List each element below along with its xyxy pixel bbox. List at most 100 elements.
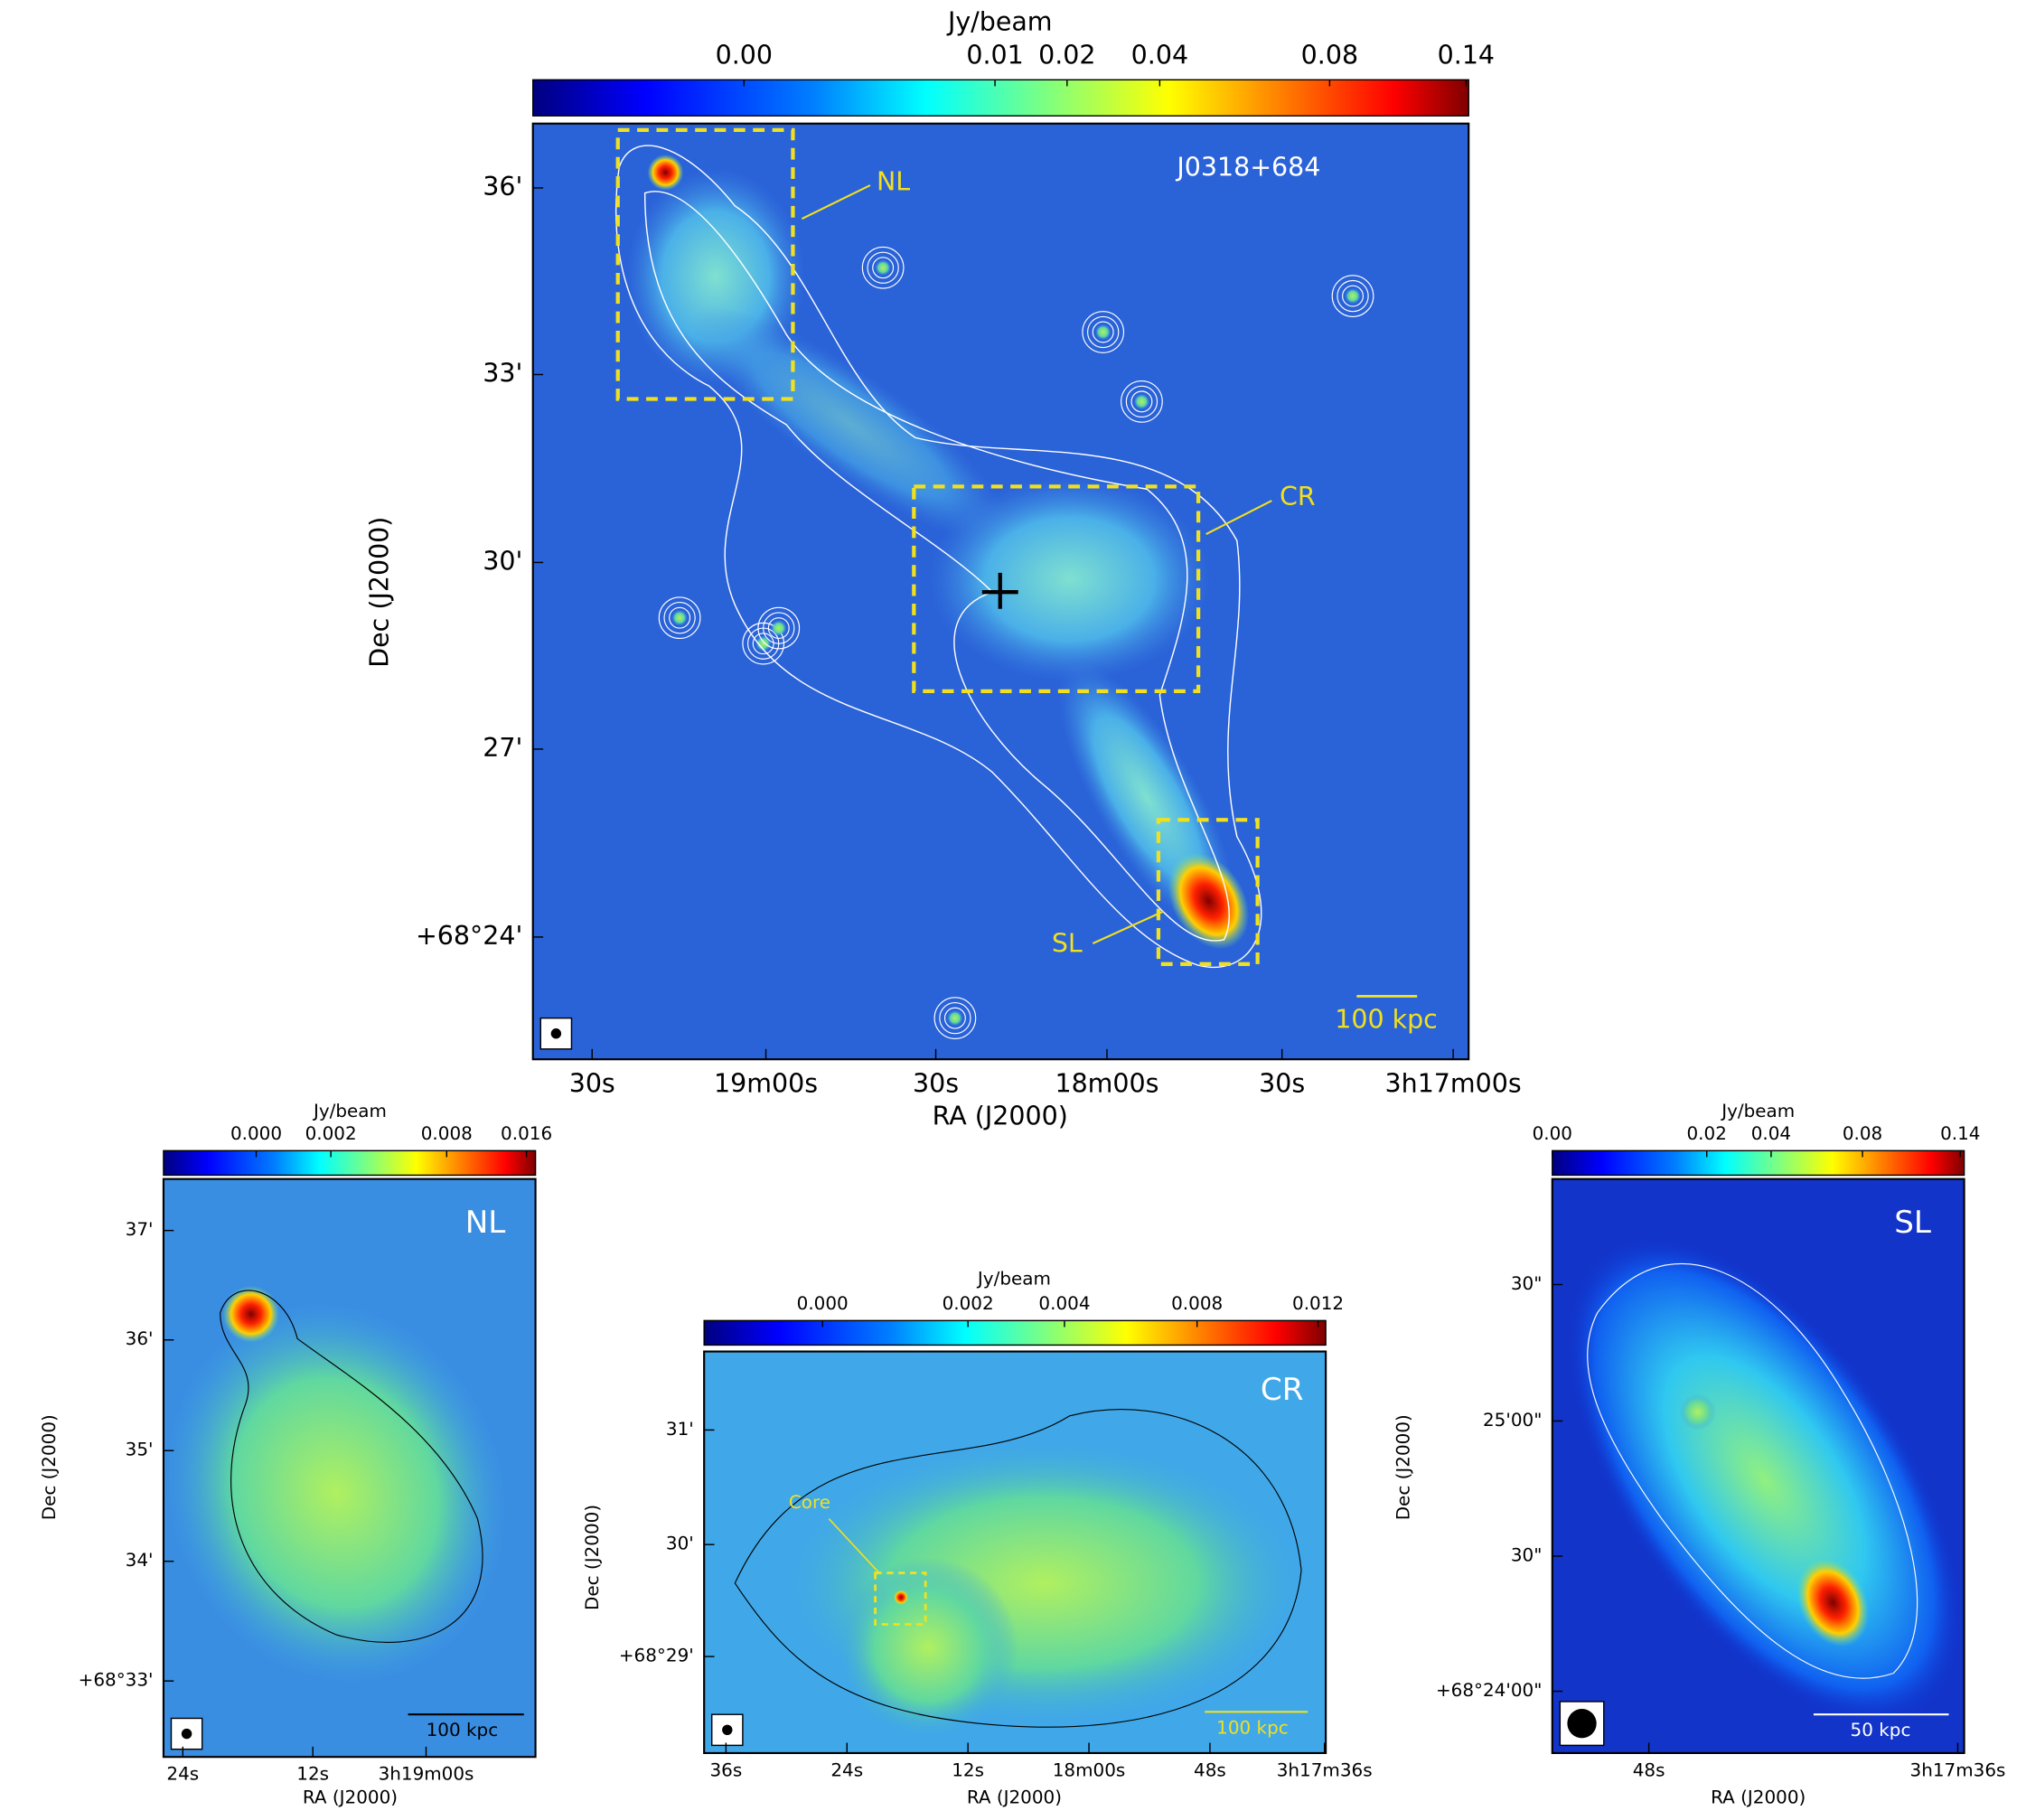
contour bbox=[643, 191, 1230, 942]
y-tick-label: 35' bbox=[126, 1439, 154, 1460]
bridge bbox=[689, 305, 1012, 544]
colorbar-label: Jy/beam bbox=[946, 7, 1053, 37]
colorbar-tick-label: 0.14 bbox=[1940, 1122, 1980, 1144]
x-tick-label: 36s bbox=[709, 1759, 742, 1780]
y-tick-label: 30" bbox=[1511, 1272, 1543, 1294]
image bbox=[163, 1178, 536, 1758]
beam bbox=[181, 1728, 192, 1740]
x-tick-label: 3h17m36s bbox=[1910, 1759, 2006, 1780]
annotation: SL bbox=[1052, 928, 1083, 958]
hotspot bbox=[1679, 1393, 1716, 1431]
image bbox=[532, 123, 1469, 1060]
hotspot bbox=[647, 154, 684, 191]
y-tick-label: +68°29' bbox=[619, 1645, 694, 1666]
core bbox=[893, 1590, 909, 1606]
x-axis-label: RA (J2000) bbox=[967, 1786, 1062, 1807]
contour bbox=[1331, 275, 1374, 317]
beam bbox=[722, 1724, 733, 1735]
contour bbox=[669, 606, 691, 629]
box-nl bbox=[615, 127, 795, 401]
contour bbox=[752, 633, 774, 655]
frame bbox=[531, 122, 1470, 1061]
leader bbox=[801, 184, 871, 220]
y-tick-label: 34' bbox=[126, 1549, 154, 1571]
point-source bbox=[875, 259, 891, 276]
annotation: CR bbox=[1280, 482, 1316, 511]
image bbox=[1552, 1178, 1965, 1753]
colorbar-tick-label: 0.08 bbox=[1301, 41, 1358, 70]
lobe bbox=[165, 1302, 507, 1684]
y-tick-label: 36' bbox=[126, 1327, 154, 1349]
point-source bbox=[1133, 393, 1149, 409]
contour bbox=[763, 612, 795, 644]
hotspot bbox=[222, 1285, 280, 1343]
colorbar bbox=[703, 1319, 1327, 1346]
contour bbox=[1342, 285, 1364, 307]
x-tick-label: 18m00s bbox=[1055, 1069, 1158, 1099]
colorbar bbox=[1552, 1149, 1965, 1177]
y-tick-label: +68°24'00" bbox=[1436, 1679, 1542, 1701]
x-tick-label: 24s bbox=[830, 1759, 863, 1780]
x-tick-label: 24s bbox=[166, 1763, 199, 1785]
panel-title: NL bbox=[465, 1205, 506, 1241]
point-source bbox=[1095, 324, 1111, 341]
lobe bbox=[838, 1557, 1018, 1738]
x-tick-label: 18m00s bbox=[1053, 1759, 1126, 1780]
frame bbox=[1551, 1177, 1965, 1755]
colorbar-tick-label: 0.04 bbox=[1131, 41, 1188, 70]
y-tick-label: +68°33' bbox=[79, 1669, 154, 1691]
x-tick-label: 30s bbox=[913, 1069, 959, 1099]
point-source bbox=[671, 610, 688, 626]
contour bbox=[1082, 311, 1125, 353]
panel: Jy/beam 0.00 0.02 0.04 0.08 0.14 30" 25'00" 30" +… bbox=[1392, 1100, 2006, 1807]
contour bbox=[1092, 321, 1114, 343]
x-tick-label: 19m00s bbox=[714, 1069, 818, 1099]
colorbar-tick-label: 0.002 bbox=[943, 1292, 994, 1314]
point-source bbox=[755, 635, 772, 652]
colorbar-label: Jy/beam bbox=[1720, 1100, 1795, 1121]
contour bbox=[658, 596, 701, 640]
colorbar-tick-label: 0.008 bbox=[1171, 1292, 1223, 1314]
colorbar-tick-label: 0.01 bbox=[966, 41, 1023, 70]
scalebar-label: 50 kpc bbox=[1851, 1719, 1911, 1740]
colorbar-tick-label: 0.000 bbox=[797, 1292, 849, 1314]
contour bbox=[220, 1290, 483, 1643]
box-cr bbox=[912, 484, 1201, 694]
box-core bbox=[874, 1571, 927, 1626]
x-axis-label: RA (J2000) bbox=[1711, 1786, 1806, 1807]
x-tick-label: 48s bbox=[1194, 1759, 1226, 1780]
panel: Jy/beam 0.000 0.002 0.004 0.008 0.012 31' 30' +6… bbox=[581, 1267, 1372, 1807]
contour bbox=[734, 1409, 1302, 1728]
colorbar-label: Jy/beam bbox=[976, 1267, 1051, 1289]
colorbar-tick-label: 0.00 bbox=[716, 41, 773, 70]
colorbar-tick-label: 0.004 bbox=[1038, 1292, 1090, 1314]
colorbar-tick-label: 0.14 bbox=[1438, 41, 1495, 70]
colorbar-tick-label: 0.02 bbox=[1687, 1122, 1727, 1144]
x-tick-label: 12s bbox=[296, 1763, 329, 1785]
beam bbox=[1567, 1709, 1597, 1739]
contour bbox=[872, 257, 895, 279]
contour bbox=[1130, 390, 1153, 413]
scalebar-label: 100 kpc bbox=[427, 1719, 499, 1740]
y-tick-label: 25'00" bbox=[1483, 1409, 1542, 1431]
colorbar-label: Jy/beam bbox=[312, 1100, 387, 1121]
panel-title: CR bbox=[1261, 1372, 1304, 1408]
scalebar-label: 100 kpc bbox=[1335, 1004, 1438, 1034]
colorbar-tick-label: 0.02 bbox=[1038, 41, 1095, 70]
y-tick-label: 31' bbox=[666, 1418, 694, 1440]
colorbar-tick-label: 0.002 bbox=[305, 1122, 357, 1144]
annotation: NL bbox=[877, 166, 910, 196]
contour bbox=[1121, 380, 1163, 423]
core-cross bbox=[981, 572, 1018, 609]
annotation: Core bbox=[789, 1491, 830, 1513]
x-tick-label: 3h17m36s bbox=[1277, 1759, 1373, 1780]
panel: Jy/beam 0.00 0.01 0.02 0.04 0.08 0.14 36' 33' 30'… bbox=[365, 7, 1522, 1131]
y-tick-label: 27' bbox=[483, 733, 522, 763]
colorbar-tick-label: 0.008 bbox=[421, 1122, 473, 1144]
contour bbox=[943, 1007, 966, 1029]
colorbar-tick-label: 0.08 bbox=[1843, 1122, 1882, 1144]
box-sl bbox=[1156, 818, 1260, 966]
colorbar-tick-label: 0.012 bbox=[1292, 1292, 1344, 1314]
